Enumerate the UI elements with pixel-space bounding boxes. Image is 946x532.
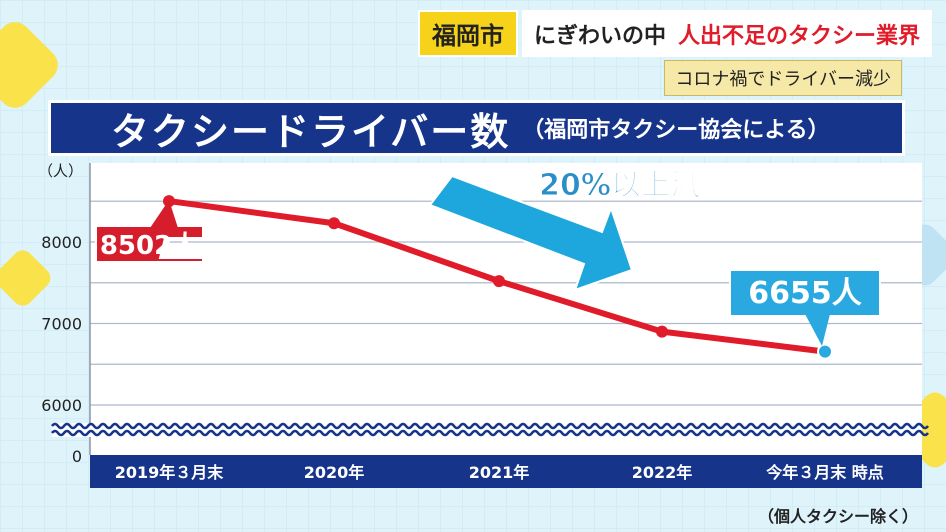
end-callout-label: 6655人 bbox=[748, 276, 862, 311]
x-tick-label: 2022年 bbox=[632, 463, 693, 482]
caption-city: 福岡市 bbox=[417, 10, 518, 57]
caption-sub: コロナ禍でドライバー減少 bbox=[664, 60, 902, 96]
x-tick-label: 2021年 bbox=[469, 463, 530, 482]
end-callout-pointer bbox=[805, 314, 830, 346]
y-tick-label: 7000 bbox=[41, 315, 82, 334]
start-callout-label: 8502人 bbox=[100, 231, 198, 261]
start-callout-box bbox=[95, 225, 204, 263]
data-point bbox=[328, 217, 340, 230]
y-axis-label: （人） bbox=[38, 162, 83, 180]
trend-label: 20%以上減 bbox=[539, 168, 701, 203]
caption-headline-2: 人出不足のタクシー業界 bbox=[677, 23, 920, 49]
caption-headline-1: にぎわいの中 bbox=[533, 23, 666, 49]
start-callout-pointer bbox=[150, 200, 178, 228]
x-tick-label: 2019年３月末 bbox=[115, 463, 225, 482]
end-callout-box bbox=[729, 269, 881, 317]
x-tick-label: 今年３月末 時点 bbox=[765, 463, 884, 482]
y-tick-label: 8000 bbox=[41, 233, 82, 252]
caption-headline: にぎわいの中 人出不足のタクシー業界 bbox=[521, 10, 932, 57]
axis-break-wave bbox=[51, 422, 929, 430]
chart-footnote: （個人タクシー除く） bbox=[757, 507, 918, 526]
data-point bbox=[493, 275, 505, 288]
data-point bbox=[817, 343, 833, 360]
data-point bbox=[656, 325, 668, 338]
y-tick-label: 6000 bbox=[41, 396, 82, 415]
chart-title-bar: タクシードライバー数 （福岡市タクシー協会による） bbox=[48, 100, 905, 156]
trend-arrow bbox=[428, 174, 634, 292]
chart-subtitle: （福岡市タクシー協会による） bbox=[522, 118, 830, 143]
x-axis-bar bbox=[90, 455, 922, 488]
x-tick-label: 2020年 bbox=[304, 463, 365, 482]
chart-title: タクシードライバー数 bbox=[111, 109, 511, 154]
y-tick-label-zero: 0 bbox=[72, 447, 82, 466]
axis-break-wave bbox=[51, 429, 929, 437]
news-caption: 福岡市 にぎわいの中 人出不足のタクシー業界 bbox=[417, 10, 932, 57]
